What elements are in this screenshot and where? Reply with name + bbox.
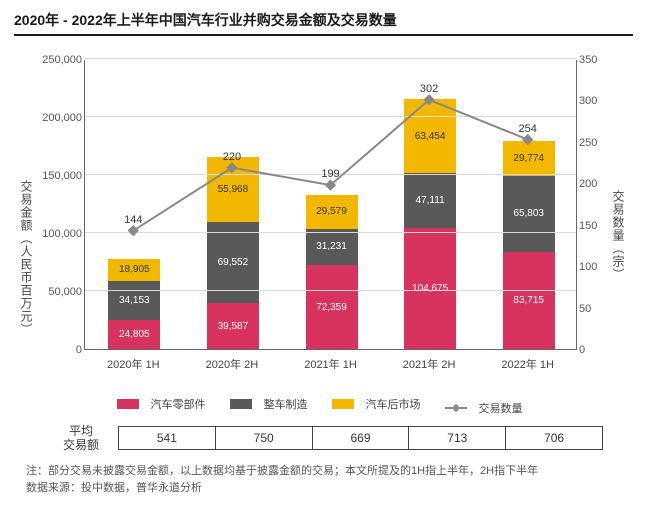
- bar-segment: 18,905: [108, 259, 160, 281]
- bar-value: 31,231: [316, 241, 347, 252]
- avg-cell: 541: [119, 427, 216, 449]
- bar-segment: 31,231: [306, 229, 358, 265]
- bar-segment: 104,675: [404, 228, 456, 349]
- legend-item: 交易数量: [445, 400, 531, 416]
- bar-segment: 55,968: [207, 157, 259, 222]
- bar-value: 83,715: [513, 295, 544, 306]
- bar-value: 55,968: [218, 184, 249, 195]
- avg-cell: 750: [216, 427, 313, 449]
- bar-value: 34,153: [119, 295, 150, 306]
- bar-value: 47,111: [416, 195, 445, 206]
- y2-tick: 250: [579, 137, 611, 149]
- avg-label: 平均 交易额: [44, 424, 118, 453]
- y2-tick: 350: [579, 54, 611, 66]
- y1-axis-title: 交易金额（人民币百万元）: [18, 180, 35, 336]
- legend-item: 汽车后市场: [332, 396, 429, 412]
- chart-area: 交易金额（人民币百万元） 交易数量（宗） 24,80534,15318,9053…: [22, 50, 625, 390]
- y1-tick: 150,000: [34, 170, 82, 182]
- x-tick: 2022年 1H: [501, 356, 554, 372]
- bar-value: 18,905: [119, 264, 150, 275]
- legend: 汽车零部件整车制造汽车后市场交易数量: [14, 396, 633, 416]
- footnotes: 注：部分交易未披露交易金额，以上数据均基于披露金额的交易；本文所提及的1H指上半…: [26, 463, 621, 498]
- bar-segment: 34,153: [108, 281, 160, 321]
- bar-segment: 83,715: [503, 252, 555, 349]
- y1-tick: 200,000: [34, 112, 82, 124]
- note-2: 数据来源：投中数据，普华永道分析: [26, 480, 621, 498]
- line-value: 199: [321, 168, 339, 180]
- bar-segment: 29,774: [503, 141, 555, 176]
- avg-cell: 706: [506, 427, 602, 449]
- bar-segment: 63,454: [404, 99, 456, 173]
- bar-segment: 47,111: [404, 173, 456, 228]
- bar-value: 39,587: [218, 321, 249, 332]
- bar-value: 69,552: [218, 257, 249, 268]
- y2-tick: 200: [579, 178, 611, 190]
- bar-value: 104,675: [412, 283, 448, 294]
- line-value: 144: [124, 214, 142, 226]
- y1-tick: 50,000: [34, 286, 82, 298]
- bar-segment: 39,587: [207, 303, 259, 349]
- avg-cell: 669: [313, 427, 410, 449]
- legend-item: 整车制造: [230, 396, 316, 412]
- bar-value: 24,805: [119, 329, 150, 340]
- y1-tick: 250,000: [34, 54, 82, 66]
- y1-tick: 100,000: [34, 228, 82, 240]
- y2-tick: 0: [579, 344, 611, 356]
- y2-tick: 300: [579, 95, 611, 107]
- avg-cell: 713: [409, 427, 506, 449]
- y2-axis-title: 交易数量（宗）: [610, 190, 627, 281]
- bar-segment: 29,579: [306, 195, 358, 229]
- bar-value: 29,579: [316, 206, 347, 217]
- line-value: 302: [420, 83, 438, 95]
- y2-tick: 50: [579, 303, 611, 315]
- x-tick: 2021年 2H: [403, 356, 456, 372]
- x-tick: 2020年 1H: [107, 356, 160, 372]
- plot-area: 24,805 34,153 18,905 39,587 69,552 55,968 72,3…: [84, 60, 577, 350]
- avg-table: 平均 交易额 541750669713706: [44, 424, 603, 453]
- line-value: 254: [519, 123, 537, 135]
- y2-tick: 150: [579, 220, 611, 232]
- bar-value: 72,359: [316, 302, 347, 313]
- y2-tick: 100: [579, 261, 611, 273]
- line-value: 220: [223, 151, 241, 163]
- bar-value: 63,454: [415, 131, 446, 142]
- bar-value: 65,803: [513, 208, 544, 219]
- chart-title: 2020年 - 2022年上半年中国汽车行业并购交易金额及交易数量: [14, 10, 633, 36]
- bar-segment: 72,359: [306, 265, 358, 349]
- y1-tick: 0: [34, 344, 82, 356]
- x-tick: 2021年 1H: [304, 356, 357, 372]
- bar-segment: 24,805: [108, 320, 160, 349]
- bar-value: 29,774: [513, 153, 544, 164]
- legend-item: 汽车零部件: [117, 396, 214, 412]
- bar-segment: 65,803: [503, 176, 555, 252]
- note-1: 注：部分交易未披露交易金额，以上数据均基于披露金额的交易；本文所提及的1H指上半…: [26, 463, 621, 481]
- x-tick: 2020年 2H: [206, 356, 259, 372]
